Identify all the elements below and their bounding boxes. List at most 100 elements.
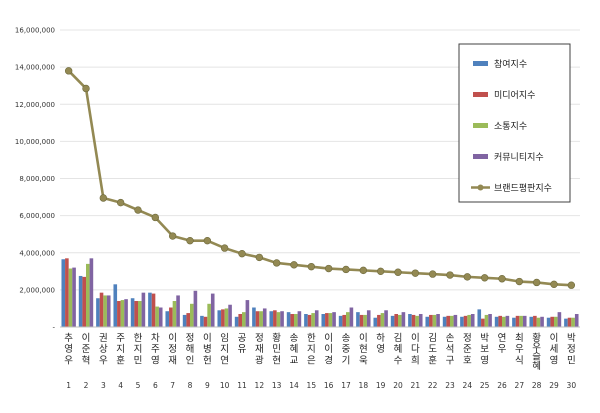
bars (61, 258, 579, 327)
x-rank-label: 15 (307, 381, 317, 390)
bar (557, 312, 562, 327)
bar (533, 315, 537, 327)
bar (130, 298, 135, 327)
bar (262, 308, 267, 327)
bar (460, 316, 464, 327)
bar (380, 313, 385, 327)
bar (124, 299, 128, 327)
bar (436, 314, 440, 327)
bar (481, 318, 485, 327)
bar (502, 316, 506, 327)
y-tick-label: 12,000,000 (15, 101, 55, 109)
bar (286, 312, 291, 327)
x-rank-label: 28 (532, 381, 542, 390)
bar (484, 314, 489, 327)
bar (377, 314, 381, 327)
bar (96, 298, 100, 327)
bar (425, 316, 430, 327)
bar (280, 311, 284, 327)
line-point (550, 280, 558, 289)
bar (172, 301, 177, 327)
bar (346, 312, 350, 327)
legend-label: 미디어지수 (494, 90, 535, 101)
bar (193, 290, 198, 327)
bar (86, 263, 90, 327)
bar (415, 315, 419, 327)
legend-swatch-marker (477, 184, 484, 191)
line-point (463, 273, 472, 281)
bar (297, 311, 302, 327)
x-rank-label: 19 (376, 381, 386, 390)
bar (117, 301, 121, 327)
bar (432, 314, 437, 327)
bar (304, 314, 308, 327)
line-point (411, 269, 420, 277)
grid-lines (60, 29, 580, 291)
bar (158, 307, 163, 327)
bar (290, 314, 294, 327)
bar (467, 314, 471, 327)
bar (338, 315, 343, 327)
line-point (480, 274, 489, 282)
legend-swatch (473, 123, 488, 128)
bar (546, 317, 551, 327)
bar (186, 313, 190, 327)
bar (165, 311, 170, 327)
x-rank-label: 23 (445, 381, 455, 390)
line-point (532, 278, 541, 287)
line-point (151, 213, 160, 222)
x-rank-label: 6 (153, 381, 158, 390)
x-rank-label: 17 (341, 381, 351, 390)
line-point (134, 206, 142, 214)
bar (418, 314, 423, 327)
x-rank-label: 24 (463, 381, 473, 390)
y-tick-label: 4,000,000 (19, 249, 55, 257)
bar (99, 292, 104, 327)
bar (519, 315, 523, 327)
y-tick-label: 2,000,000 (19, 286, 55, 294)
y-tick-label: 10,000,000 (15, 138, 55, 146)
bar (515, 315, 520, 327)
bar (245, 300, 250, 327)
line-point (99, 194, 108, 202)
bar (276, 312, 281, 327)
x-rank-label: 10 (220, 381, 230, 390)
line-point (220, 244, 229, 252)
line-point (376, 267, 385, 276)
line-point (428, 270, 437, 278)
bar (429, 314, 433, 327)
x-rank-label: 18 (359, 381, 369, 390)
bar (182, 314, 187, 327)
bar (210, 293, 215, 327)
bar (550, 316, 554, 327)
line-point (290, 261, 298, 269)
line-point (515, 277, 524, 286)
legend-swatch (473, 154, 488, 159)
y-tick-label: 6,000,000 (19, 212, 55, 220)
bar (567, 317, 572, 327)
bar (134, 301, 138, 327)
bar (321, 314, 326, 327)
bar (442, 316, 447, 327)
line-point (324, 264, 333, 273)
bar (155, 306, 159, 327)
bar (68, 268, 73, 327)
bar (408, 314, 412, 327)
bar (571, 317, 575, 327)
